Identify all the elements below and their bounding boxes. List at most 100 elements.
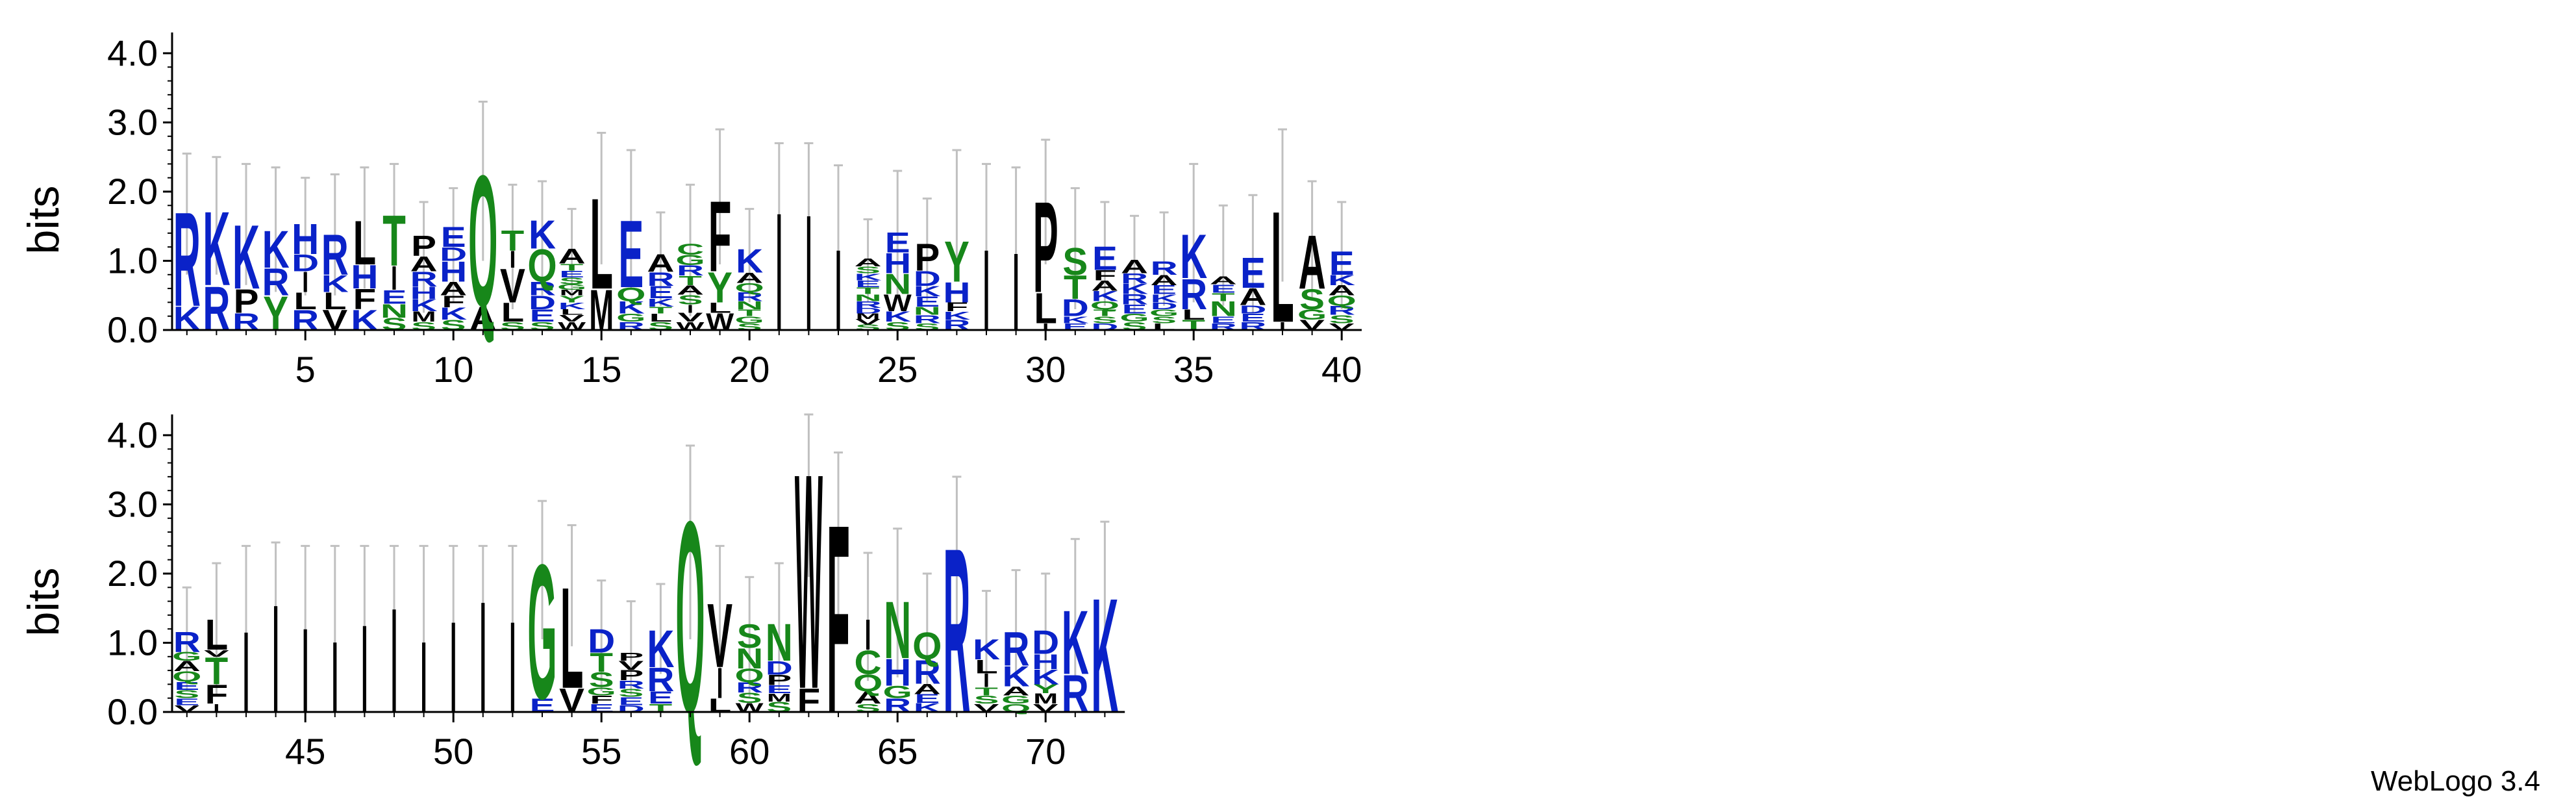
x-tick-label: 45: [285, 731, 325, 772]
error-bar-51: [478, 544, 488, 702]
residue-Y-27: Y: [944, 229, 969, 294]
residue-G-16: G: [616, 312, 645, 325]
residue-R-66: R: [914, 653, 941, 691]
error-bar-42: [212, 562, 221, 695]
residue-E-41: E: [174, 696, 199, 707]
residue-I-64: I: [865, 612, 871, 660]
residue-E-36: E: [1210, 283, 1236, 296]
y-tick-label: 0.0: [107, 691, 158, 732]
residue-R-4: R: [262, 261, 290, 303]
error-bar-63: [834, 451, 843, 619]
residue-L-38: L: [1271, 178, 1294, 356]
error-bar-56: [626, 600, 636, 695]
residue-G-33: G: [1119, 312, 1149, 325]
residue-P-9: P: [411, 230, 436, 262]
error-bar-6: [330, 173, 340, 296]
axes-row-2: 0.0 1.0 2.0 3.0 4.0 bits 45 50 55 60 65 70: [19, 414, 1125, 772]
residue-N-25: N: [884, 268, 911, 300]
error-bar-46: [330, 544, 340, 705]
error-bar-57: [656, 583, 666, 674]
residue-L-6: L: [323, 288, 347, 314]
error-bar-7: [360, 166, 369, 289]
residue-T-32: T: [1094, 308, 1117, 318]
error-bar-24: [863, 218, 873, 303]
residue-M-9: M: [412, 309, 436, 325]
residue-S-41: S: [174, 688, 199, 701]
residue-K-68: K: [973, 633, 1000, 666]
error-bar-44: [271, 541, 281, 698]
error-bar-66: [922, 572, 932, 688]
residue-S-14: S: [559, 276, 584, 286]
error-bar-43: [242, 544, 251, 705]
residue-R-40: R: [1328, 304, 1355, 318]
residue-M-70: M: [1033, 691, 1058, 707]
residue-S-55: S: [589, 668, 614, 692]
error-bar-49: [419, 544, 429, 702]
residue-N-26: N: [914, 305, 941, 318]
residue-P-30: P: [1033, 175, 1058, 320]
residue-T-17: T: [649, 305, 673, 316]
residue-E-61: E: [766, 683, 792, 696]
stack-71: RK: [1062, 592, 1089, 724]
stack-72: K: [1091, 565, 1118, 747]
residue-F-32: F: [1094, 268, 1117, 284]
residue-V-24: V: [855, 318, 881, 326]
y-tick-label: 1.0: [107, 622, 158, 663]
residue-S-56: S: [618, 687, 644, 700]
residue-E-14: E: [559, 269, 584, 279]
residue-T-18: T: [679, 273, 702, 288]
residue-F-63: F: [827, 468, 850, 770]
y-tick-label: 1.0: [107, 240, 158, 281]
error-bar-45: [301, 544, 310, 705]
residue-A-39: A: [1299, 220, 1326, 305]
residue-R-1: R: [173, 184, 201, 335]
error-bar-28: [982, 162, 991, 324]
error-bar-34: [1159, 211, 1169, 306]
residue-A-18: A: [677, 283, 704, 298]
residue-E-26: E: [914, 294, 940, 310]
residue-L-35: L: [1182, 307, 1205, 323]
residue-V-12: V: [500, 260, 525, 313]
stack-44: I: [273, 573, 279, 744]
stack-67: R: [943, 500, 970, 763]
residue-E-33: E: [1122, 303, 1147, 316]
y-axis-title: bits: [19, 568, 68, 637]
residue-T-31: T: [1064, 268, 1087, 306]
error-bar-38: [1278, 128, 1287, 282]
residue-D-70: D: [1032, 624, 1059, 661]
residue-R-69: R: [1003, 623, 1030, 676]
error-bar-71: [1070, 538, 1080, 678]
error-bar-11: [478, 101, 488, 261]
residue-G-14: G: [557, 283, 586, 292]
residue-K-35: K: [1180, 222, 1207, 292]
residue-I-42: I: [213, 702, 219, 715]
residue-G-69: G: [1001, 694, 1031, 707]
residue-F-27: F: [945, 300, 969, 314]
residue-H-27: H: [943, 276, 970, 309]
residue-K-25: K: [884, 309, 911, 325]
error-bar-17: [656, 211, 666, 306]
residue-Q-60: Q: [735, 665, 764, 686]
residue-K-24: K: [855, 272, 882, 282]
residue-Q-66: Q: [912, 626, 942, 668]
residue-I-21: I: [776, 179, 782, 366]
residue-R-41: R: [173, 626, 201, 658]
error-bar-54: [567, 524, 577, 646]
residue-R-24: R: [855, 299, 882, 310]
error-bar-41: [182, 586, 192, 692]
error-bar-60: [745, 576, 755, 698]
residue-I-68: I: [983, 670, 990, 691]
residue-S-60: S: [737, 617, 762, 655]
residue-I-18: I: [687, 302, 694, 315]
residue-L-7: L: [353, 208, 377, 278]
residue-T-36: T: [1212, 291, 1235, 304]
residue-K-72: K: [1091, 565, 1118, 747]
y-axis-title: bits: [19, 186, 68, 255]
